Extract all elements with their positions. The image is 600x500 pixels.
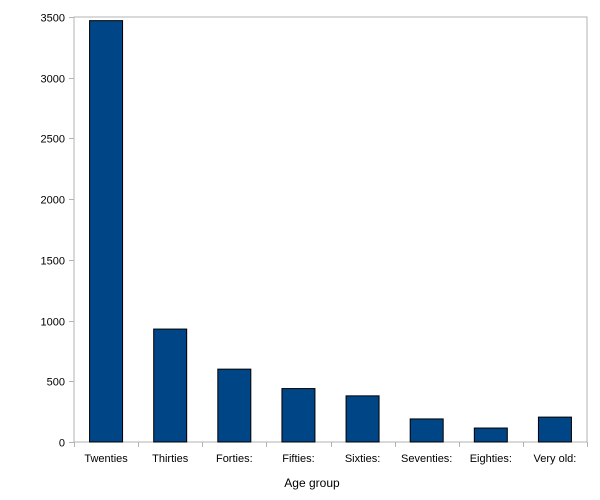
bar [473, 427, 508, 443]
bar [153, 328, 188, 443]
y-tick-label: 1500 [41, 256, 65, 268]
bar [89, 20, 124, 443]
y-tick-label: 2500 [41, 134, 65, 146]
y-tick-label: 1000 [41, 317, 65, 329]
x-tick-label: Twenties [84, 453, 128, 465]
x-axis-title: Age group [284, 476, 340, 490]
y-tick-label: 0 [59, 438, 65, 450]
x-tick-label: Sixties: [345, 453, 380, 465]
x-tick-label: Eighties: [470, 453, 512, 465]
x-tick-label: Forties: [216, 453, 253, 465]
y-tick-label: 3500 [41, 13, 65, 25]
x-axis-ticks: Twenties Thirties Forties: Fifties: Sixties:… [74, 442, 588, 465]
y-tick-label: 500 [47, 377, 65, 389]
bar [409, 418, 444, 443]
bar [537, 416, 572, 443]
x-tick-label: Very old: [534, 453, 577, 465]
y-axis-ticks: 0 500 1000 1500 2000 2500 3000 3500 [41, 13, 74, 450]
bar [217, 368, 252, 443]
plot-area-border [73, 16, 588, 443]
plot-frame [73, 16, 588, 443]
bar [281, 388, 316, 443]
bar-series [89, 20, 572, 443]
x-tick-label: Thirties [152, 453, 189, 465]
bar [345, 395, 380, 443]
y-tick-label: 2000 [41, 195, 65, 207]
y-tick-label: 3000 [41, 74, 65, 86]
x-tick-label: Seventies: [401, 453, 452, 465]
x-tick-label: Fifties: [282, 453, 314, 465]
